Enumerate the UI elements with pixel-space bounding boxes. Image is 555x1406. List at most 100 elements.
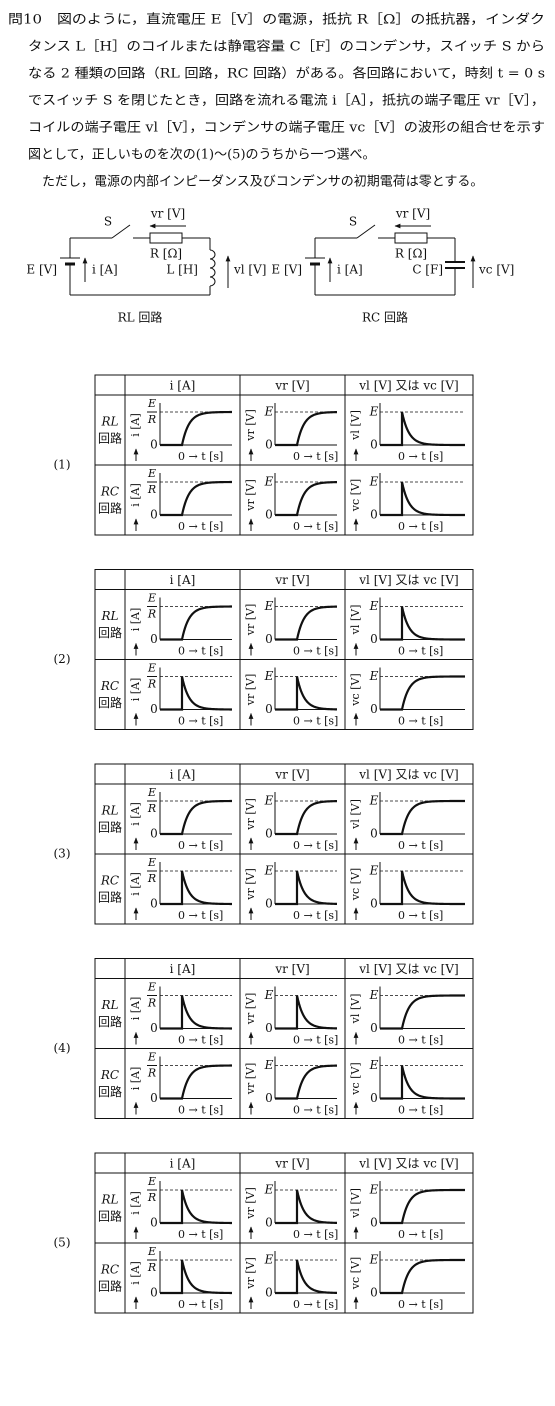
y-axis-label: vr [V] <box>244 604 257 637</box>
y-axis-label: vl [V] <box>349 605 362 636</box>
r-label: R [Ω] <box>395 247 427 261</box>
zero-label: 0 <box>265 1091 273 1105</box>
zero-label: 0 <box>265 632 273 646</box>
waveform <box>275 1064 338 1100</box>
row-name: RL <box>100 804 118 818</box>
zero-label: 0 <box>370 438 378 452</box>
level-label: E <box>369 599 379 613</box>
waveform <box>275 676 338 711</box>
x-axis-label: 0 → t [s] <box>178 520 223 533</box>
zero-label: 0 <box>370 702 378 716</box>
y-axis-label: vl [V] <box>349 799 362 830</box>
element-label: C [F] <box>412 263 443 277</box>
zero-label: 0 <box>150 827 158 841</box>
x-axis-label: 0 → t [s] <box>293 520 338 533</box>
waveform <box>380 1188 466 1225</box>
level-label: E <box>264 864 274 878</box>
column-header: i [A] <box>170 1157 196 1171</box>
waveform <box>160 1064 233 1100</box>
zero-label: 0 <box>265 508 273 522</box>
waveform <box>380 870 466 906</box>
level-label: R <box>147 1067 156 1080</box>
table-border <box>94 763 474 925</box>
option-label: (2) <box>54 652 71 666</box>
column-header: i [A] <box>170 962 196 976</box>
level-label: E <box>264 988 274 1002</box>
zero-label: 0 <box>265 1286 273 1300</box>
zero-label: 0 <box>265 702 273 716</box>
zero-label: 0 <box>150 632 158 646</box>
question-line: ただし，電源の内部インピーダンス及びコンデンサの初期電荷は零とする。 <box>42 174 483 190</box>
x-axis-label: 0 → t [s] <box>293 715 338 728</box>
e-label: E [V] <box>271 263 302 277</box>
zero-label: 0 <box>370 508 378 522</box>
row-name: RL <box>100 609 118 623</box>
x-axis-label: 0 → t [s] <box>398 1298 443 1311</box>
e-label: E [V] <box>26 263 57 277</box>
element-label: L [H] <box>166 263 198 277</box>
y-axis-label: i [A] <box>129 483 142 507</box>
question-line: 図として，正しいものを次の(1)～(5)のうちから一つ選べ。 <box>28 147 376 163</box>
column-header: i [A] <box>170 573 196 587</box>
x-axis-label: 0 → t [s] <box>293 450 338 463</box>
waveform <box>275 1189 338 1225</box>
i-label: i [A] <box>337 263 363 277</box>
zero-label: 0 <box>370 897 378 911</box>
column-header: i [A] <box>170 379 196 393</box>
table-border <box>94 569 474 730</box>
y-axis-label: vl [V] <box>349 994 362 1025</box>
y-axis-label: vr [V] <box>244 993 257 1026</box>
level-label: E <box>264 794 274 808</box>
i-label: i [A] <box>92 263 118 277</box>
y-axis-label: vr [V] <box>244 1187 257 1220</box>
y-axis-label: i [A] <box>129 872 142 896</box>
y-axis-label: i [A] <box>129 1261 142 1285</box>
zero-label: 0 <box>370 1091 378 1105</box>
x-axis-label: 0 → t [s] <box>178 715 223 728</box>
level-label: R <box>147 802 156 815</box>
y-axis-label: vr [V] <box>244 1257 257 1290</box>
column-header: vr [V] <box>274 1157 309 1171</box>
y-axis-label: vr [V] <box>244 1063 257 1096</box>
waveform <box>380 799 466 836</box>
r-label: R [Ω] <box>150 247 182 261</box>
waveform <box>160 410 233 447</box>
level-label: R <box>147 1191 156 1204</box>
level-label: E <box>264 1183 274 1197</box>
row-name: RC <box>100 874 119 888</box>
y-axis-label: vc [V] <box>349 1062 362 1095</box>
column-header: vl [V] 又は vc [V] <box>358 1157 458 1171</box>
y-axis-label: vc [V] <box>349 868 362 901</box>
waveform <box>380 606 466 641</box>
level-label: E <box>369 1183 379 1197</box>
y-axis-label: i [A] <box>129 678 142 702</box>
table-border <box>94 958 474 1119</box>
zero-label: 0 <box>370 827 378 841</box>
level-label: E <box>369 669 379 683</box>
y-axis-label: vc [V] <box>349 479 362 512</box>
ve-label: vc [V] <box>478 263 514 277</box>
row-name: 回路 <box>98 501 122 516</box>
circuit-caption: RL 回路 <box>118 310 163 325</box>
level-label: E <box>147 1175 156 1188</box>
x-axis-label: 0 → t [s] <box>398 715 443 728</box>
column-header: vr [V] <box>274 379 309 393</box>
level-label: E <box>369 864 379 878</box>
circuit-caption: RC 回路 <box>362 310 408 325</box>
waveform <box>160 605 233 641</box>
level-label: E <box>147 981 156 994</box>
level-label: E <box>264 1253 274 1267</box>
waveform <box>275 605 338 641</box>
zero-label: 0 <box>150 897 158 911</box>
waveform <box>160 995 233 1030</box>
level-label: E <box>147 592 156 605</box>
x-axis-label: 0 → t [s] <box>178 1298 223 1311</box>
row-name: 回路 <box>98 695 122 710</box>
table-border <box>94 374 474 536</box>
level-label: R <box>147 413 156 426</box>
zero-label: 0 <box>370 1216 378 1230</box>
column-header: vl [V] 又は vc [V] <box>358 573 458 587</box>
level-label: E <box>264 669 274 683</box>
x-axis-label: 0 → t [s] <box>178 645 223 658</box>
waveform <box>380 675 466 711</box>
